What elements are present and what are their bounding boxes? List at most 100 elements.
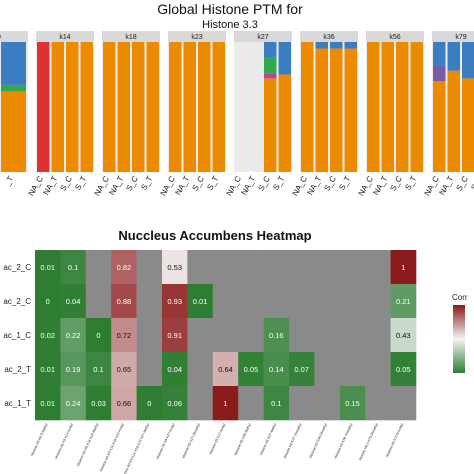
category-tick-label: S_T [337,174,352,191]
column-label: Histone H3 K56 Trimethyl [334,423,354,460]
category-tick-label: S_C [322,174,338,192]
category-tick-label: NA_T [107,174,125,196]
category-tick-label: NA_T [305,174,323,196]
heatmap-cell [314,284,341,319]
bar-segment [344,48,357,172]
column-label: Histone H3 K36 Dimethyl [308,423,328,459]
heatmap-cell [263,352,290,387]
heatmap-cell [85,318,112,353]
heatmap-cell [390,250,417,285]
stacked-bar-panels: 9_C_Tk14NA_CNA_TS_CS_Tk18NA_CNA_TS_CS_Tk… [0,31,474,197]
bar-chart-title: Global Histone PTM for [157,1,303,17]
heatmap-cell [187,352,214,387]
bar-segment [433,65,446,81]
row-label: ac_1_C [3,331,31,340]
column-label: Histone H3 K9 K14 K18 Methyl [76,423,99,467]
cell-value-label: 0.24 [66,399,81,408]
cell-value-label: 0.14 [269,365,284,374]
cell-value-label: 0.21 [396,297,411,306]
heatmap-cell [339,284,366,319]
column-label: Histone H3 K27 Methyl [259,423,277,456]
cell-value-label: 0.01 [40,365,55,374]
category-tick-label: NA_C [159,174,178,197]
heatmap-cell [212,352,239,387]
heatmap-cell [111,386,137,421]
column-label: Histone H3 K9 9 Methyl [30,423,49,457]
category-tick-label: _T [2,174,15,188]
panel-label: 9 [0,34,1,41]
bar-segment [264,57,277,74]
cell-value-label: 0.07 [294,365,309,374]
cell-value-label: 0.22 [66,331,81,340]
panel-label: k14 [59,34,70,41]
heatmap-cell [162,386,188,421]
panel-label: k27 [257,34,268,41]
heatmap-cell [60,386,87,421]
bar-segment [146,42,159,172]
bar-segment [315,42,328,49]
heatmap-cell [162,352,188,387]
cell-value-label: 0.88 [117,297,132,306]
panel-strip [36,31,94,42]
cell-value-label: 0.02 [40,331,55,340]
column-label: Histone H3.3 K79 Acetyl [385,423,404,458]
heatmap-cell [339,386,366,421]
cell-value-label: 0.05 [244,365,259,374]
panel-label: k18 [125,34,136,41]
bar-segment [447,42,460,71]
category-tick-label: S_T [73,174,88,191]
bar-segment [344,42,357,49]
bar-segment [462,78,474,172]
cell-value-label: 0.19 [66,365,81,374]
category-tick-label: NA_C [225,174,244,197]
heatmap-cell [136,250,163,285]
heatmap-cell [111,284,137,319]
cell-value-label: 0.1 [68,263,78,272]
heatmap-cell [238,318,264,353]
heatmap-cell [187,386,214,421]
cell-value-label: 0.1 [271,399,281,408]
cell-value-label: 0.01 [193,297,208,306]
category-tick-label: NA_T [41,174,59,196]
bar-segment [80,42,93,172]
column-label: Histone H3 K27 Dimethyl [181,423,201,459]
heatmap-cell [365,386,391,421]
heatmap-title: Nuccleus Accumbens Heatmap [118,228,311,243]
panel-label: k36 [323,34,334,41]
panel-strip [234,31,292,42]
cell-value-label: 0.93 [167,297,182,306]
column-label: Histone H3 K9 K14 Acetyl [54,423,74,460]
heatmap-cell [314,352,341,387]
heatmap-cell [289,250,315,285]
category-tick-label: S_T [205,174,220,191]
heatmap-cell [162,250,188,285]
heatmap-cell [314,386,341,421]
category-tick-label: S_T [139,174,154,191]
cell-value-label: 0.1 [93,365,103,374]
category-tick-label: S_T [271,174,286,191]
bar-segment [264,42,277,58]
heatmap-cell [390,352,417,387]
heatmap-cell [289,352,315,387]
bar-segment [396,42,409,172]
cell-value-label: 0 [147,399,151,408]
cell-value-label: 0.15 [345,399,360,408]
heatmap-cell [60,250,87,285]
heatmap-cell [162,284,188,319]
heatmap-cell [111,352,137,387]
panel-label: k23 [191,34,202,41]
bar-segment [66,42,79,172]
heatmap-cell [238,386,264,421]
cell-value-label: 0.72 [117,331,132,340]
column-label: Histone H3 K27 Trimethyl [283,423,303,460]
heatmap-cell [212,284,239,319]
heatmap-cell [85,386,112,421]
category-tick-label: NA_T [371,174,389,196]
heatmap-cell [238,250,264,285]
row-label: ac_2_C [3,263,31,272]
category-tick-label: S_C [58,174,74,192]
bar-segment [183,42,196,172]
category-tick-label: NA_C [291,174,310,197]
category-tick-label: S_C [124,174,140,192]
